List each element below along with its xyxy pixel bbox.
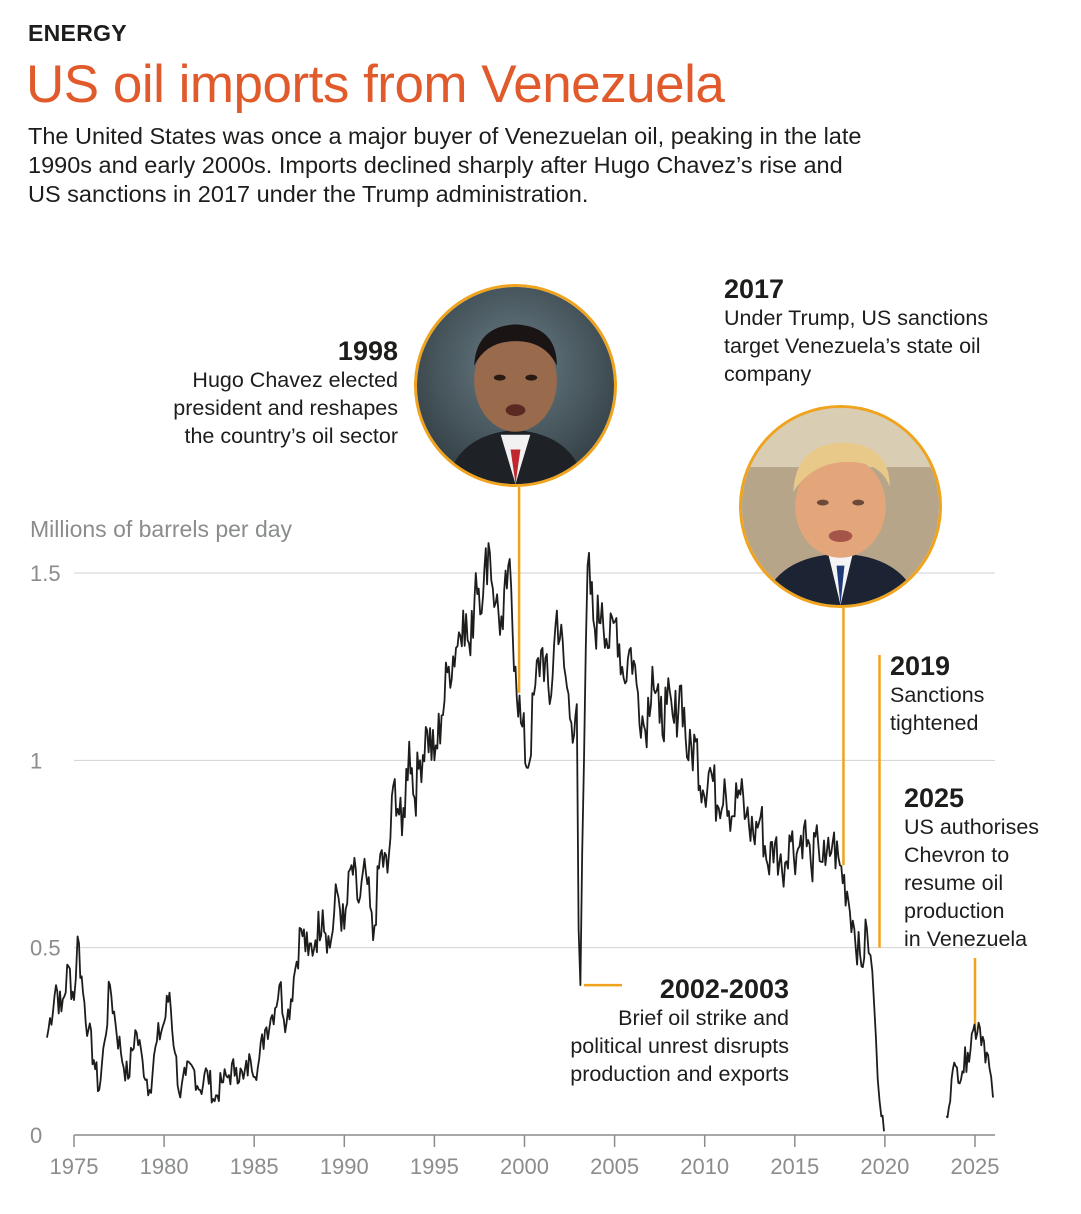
annotation-leader-lines [517,487,977,1031]
x-tick-label: 2000 [500,1154,549,1179]
x-tick-label: 2005 [590,1154,639,1179]
y-tick-label: 1.5 [30,561,61,586]
annotation-1998: 1998 Hugo Chavez elected president and r… [173,336,398,450]
y-tick-label: 0 [30,1123,42,1148]
page-title: US oil imports from Venezuela [26,55,725,114]
x-tick-label: 1990 [320,1154,369,1179]
y-tick-labels: 0 0.5 1 1.5 [30,561,61,1148]
x-tick-label: 1995 [410,1154,459,1179]
subtitle-line: The United States was once a major buyer… [28,123,862,149]
annotation-2002-2003: 2002-2003 Brief oil strike and political… [570,974,789,1088]
annotation-line: Sanctions [890,683,985,707]
subtitle-line: US sanctions in 2017 under the Trump adm… [28,181,589,207]
x-tick-label: 1980 [140,1154,189,1179]
annotation-line: target Venezuela’s state oil [724,334,981,358]
annotation-year: 2002-2003 [659,974,789,1004]
annotation-2025: 2025 US authorises Chevron to resume oil… [904,783,1039,953]
y-tick-label: 0.5 [30,936,61,961]
data-series [46,542,994,1132]
annotation-line: production and exports [570,1062,789,1086]
hugo-chavez-portrait-icon [417,287,614,484]
annotation-2017: 2017 Under Trump, US sanctions target Ve… [724,274,988,388]
y-axis-label: Millions of barrels per day [30,516,293,542]
x-tick-label: 1985 [230,1154,279,1179]
x-tick-label: 2010 [680,1154,729,1179]
x-tick-label: 1975 [50,1154,99,1179]
donald-trump-portrait-icon [742,408,939,605]
annotation-year: 2019 [890,651,951,681]
annotation-line: company [724,362,812,386]
annotation-line: tightened [890,711,979,735]
annotation-line: US authorises [904,815,1040,839]
annotation-line: Chevron to [904,843,1010,867]
annotation-year: 2025 [904,783,965,813]
annotation-year: 1998 [337,336,398,366]
annotation-line: political unrest disrupts [570,1034,789,1058]
annotation-line: Hugo Chavez elected [192,368,398,392]
x-tick-label: 2015 [770,1154,819,1179]
annotation-line: president and reshapes [173,396,398,420]
annotation-line: Under Trump, US sanctions [724,306,989,330]
annotation-line: in Venezuela [904,927,1028,951]
donald-trump-photo [739,405,942,608]
x-axis: 1975 1980 1985 1990 1995 2000 2005 2010 2015 2020… [50,1134,1000,1179]
annotation-year: 2017 [724,274,785,304]
series-line [46,542,994,1132]
x-tick-label: 2020 [860,1154,909,1179]
subtitle: The United States was once a major buyer… [28,122,1028,209]
annotation-line: the country’s oil sector [184,424,398,448]
annotation-line: resume oil [904,871,1004,895]
annotation-2019: 2019 Sanctions tightened [890,651,984,737]
subtitle-line: 1990s and early 2000s. Imports declined … [28,152,843,178]
y-tick-label: 1 [30,748,42,773]
annotation-line: production [904,899,1005,923]
annotation-line: Brief oil strike and [618,1006,789,1030]
hugo-chavez-photo [414,284,617,487]
section-kicker: ENERGY [28,20,127,46]
gridlines [74,572,995,949]
x-tick-label: 2025 [951,1154,1000,1179]
